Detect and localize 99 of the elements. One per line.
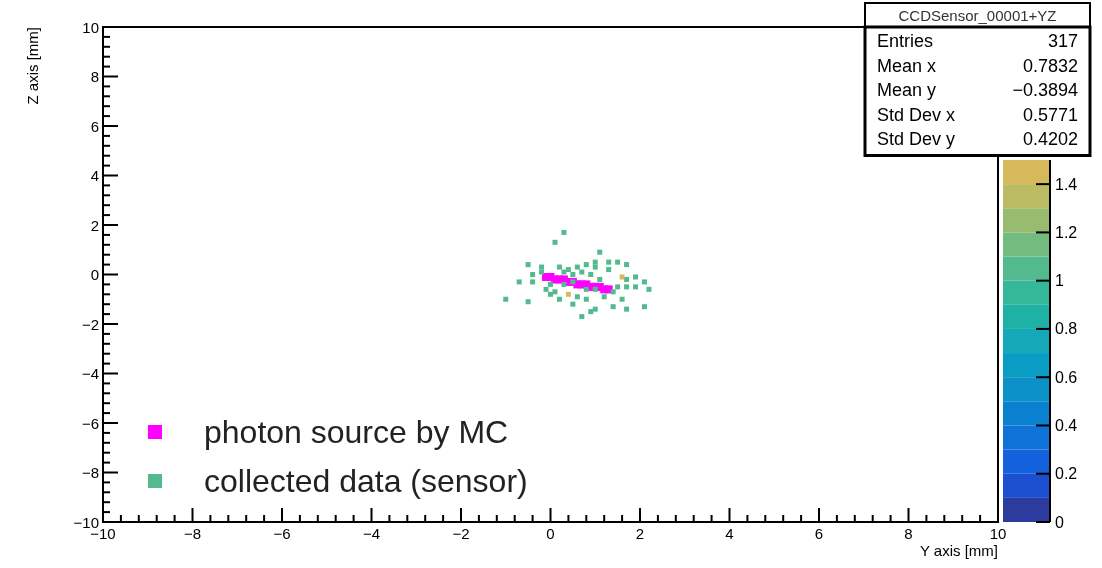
point [624, 276, 630, 282]
point [530, 272, 536, 277]
color-bar-label: 0.8 [1055, 320, 1078, 338]
x-tick-label: −8 [183, 525, 202, 542]
y-tick-label: −4 [81, 365, 99, 382]
point [543, 286, 549, 292]
annotation: Std Dev y [877, 129, 956, 149]
point [579, 269, 585, 275]
x-tick-label: −4 [362, 525, 381, 542]
point [530, 279, 536, 285]
point [588, 272, 594, 277]
point [592, 259, 598, 265]
point [574, 294, 580, 300]
point [624, 306, 630, 312]
point [588, 309, 594, 315]
point [633, 274, 639, 280]
point [624, 262, 630, 268]
y-tick-label: 2 [90, 216, 99, 234]
color-bar-label: 0.4 [1055, 416, 1078, 434]
point [619, 274, 625, 280]
point [570, 301, 576, 307]
color-bar-label: 0.2 [1055, 465, 1078, 483]
point [548, 291, 553, 297]
color-bar-label: 0 [1055, 513, 1064, 531]
text: −0.3894 [1012, 80, 1078, 100]
point [525, 262, 531, 268]
point [597, 276, 603, 282]
point [561, 229, 567, 235]
text: 0.7832 [1022, 55, 1078, 76]
point [565, 267, 571, 273]
point [516, 279, 522, 285]
point [561, 269, 567, 275]
y-tick-label: 8 [90, 68, 99, 85]
x-tick-label: 4 [725, 525, 734, 542]
x-tick-label: −6 [273, 525, 291, 542]
point [539, 269, 545, 275]
point [624, 284, 630, 290]
point [574, 264, 580, 270]
color-bar-label: 1.4 [1055, 175, 1078, 193]
point [583, 296, 589, 302]
point [556, 296, 562, 302]
point [556, 264, 562, 270]
color-bar-label: 0.6 [1055, 368, 1078, 386]
point [615, 284, 621, 290]
point [606, 259, 612, 265]
point [525, 299, 531, 305]
annotation: Std Dev x [877, 104, 956, 125]
point [583, 262, 589, 268]
point [583, 286, 589, 292]
legend-label: collected data (sensor) [204, 463, 528, 499]
color-bar-label: 1 [1055, 272, 1064, 290]
text: 0.5771 [1022, 104, 1078, 125]
chart-title: CCDSensor_00001+YZ [898, 7, 1057, 24]
point [565, 291, 571, 297]
y-tick-label: −8 [81, 464, 99, 481]
x-tick-label: 8 [904, 525, 913, 542]
point [633, 284, 639, 290]
annotation: Mean y [877, 80, 937, 100]
x-axis-title: Y axis [mm] [919, 542, 998, 559]
y-axis-title: Z axis [mm] [24, 27, 41, 105]
x-tick-label: 6 [814, 525, 824, 542]
point [615, 259, 621, 265]
point [592, 286, 598, 292]
y-tick-label: −2 [81, 315, 99, 333]
point [539, 264, 545, 270]
point [503, 296, 509, 302]
x-tick-label: −2 [452, 525, 470, 542]
point [552, 239, 558, 245]
color-bar-label: 1.2 [1055, 223, 1078, 241]
y-tick-label: 0 [90, 266, 99, 283]
text: 0.4202 [1022, 129, 1078, 149]
point [592, 264, 598, 270]
point [606, 267, 612, 273]
point [552, 289, 558, 295]
point [592, 306, 598, 312]
point [610, 289, 616, 295]
y-tick-label: −10 [73, 513, 99, 531]
annotation: Entries [877, 31, 934, 51]
y-tick-label: 6 [90, 117, 99, 135]
point [570, 272, 576, 277]
point [641, 304, 647, 310]
x-tick-label: 2 [635, 525, 645, 542]
point [597, 249, 603, 255]
point [548, 281, 553, 287]
annotation: Mean x [877, 55, 937, 76]
point [646, 286, 652, 292]
point [601, 294, 607, 300]
legend-label: photon source by MC [204, 414, 509, 450]
point [561, 281, 567, 287]
y-tick-label: −6 [81, 414, 99, 432]
x-tick-label: 10 [989, 525, 1007, 542]
point [641, 279, 647, 285]
x-tick-label: 0 [546, 525, 555, 542]
point [619, 296, 625, 302]
text: 317 [1047, 31, 1078, 51]
point [579, 314, 585, 320]
point [610, 304, 616, 310]
y-tick-label: 4 [90, 167, 99, 184]
y-tick-label: 10 [82, 18, 99, 36]
